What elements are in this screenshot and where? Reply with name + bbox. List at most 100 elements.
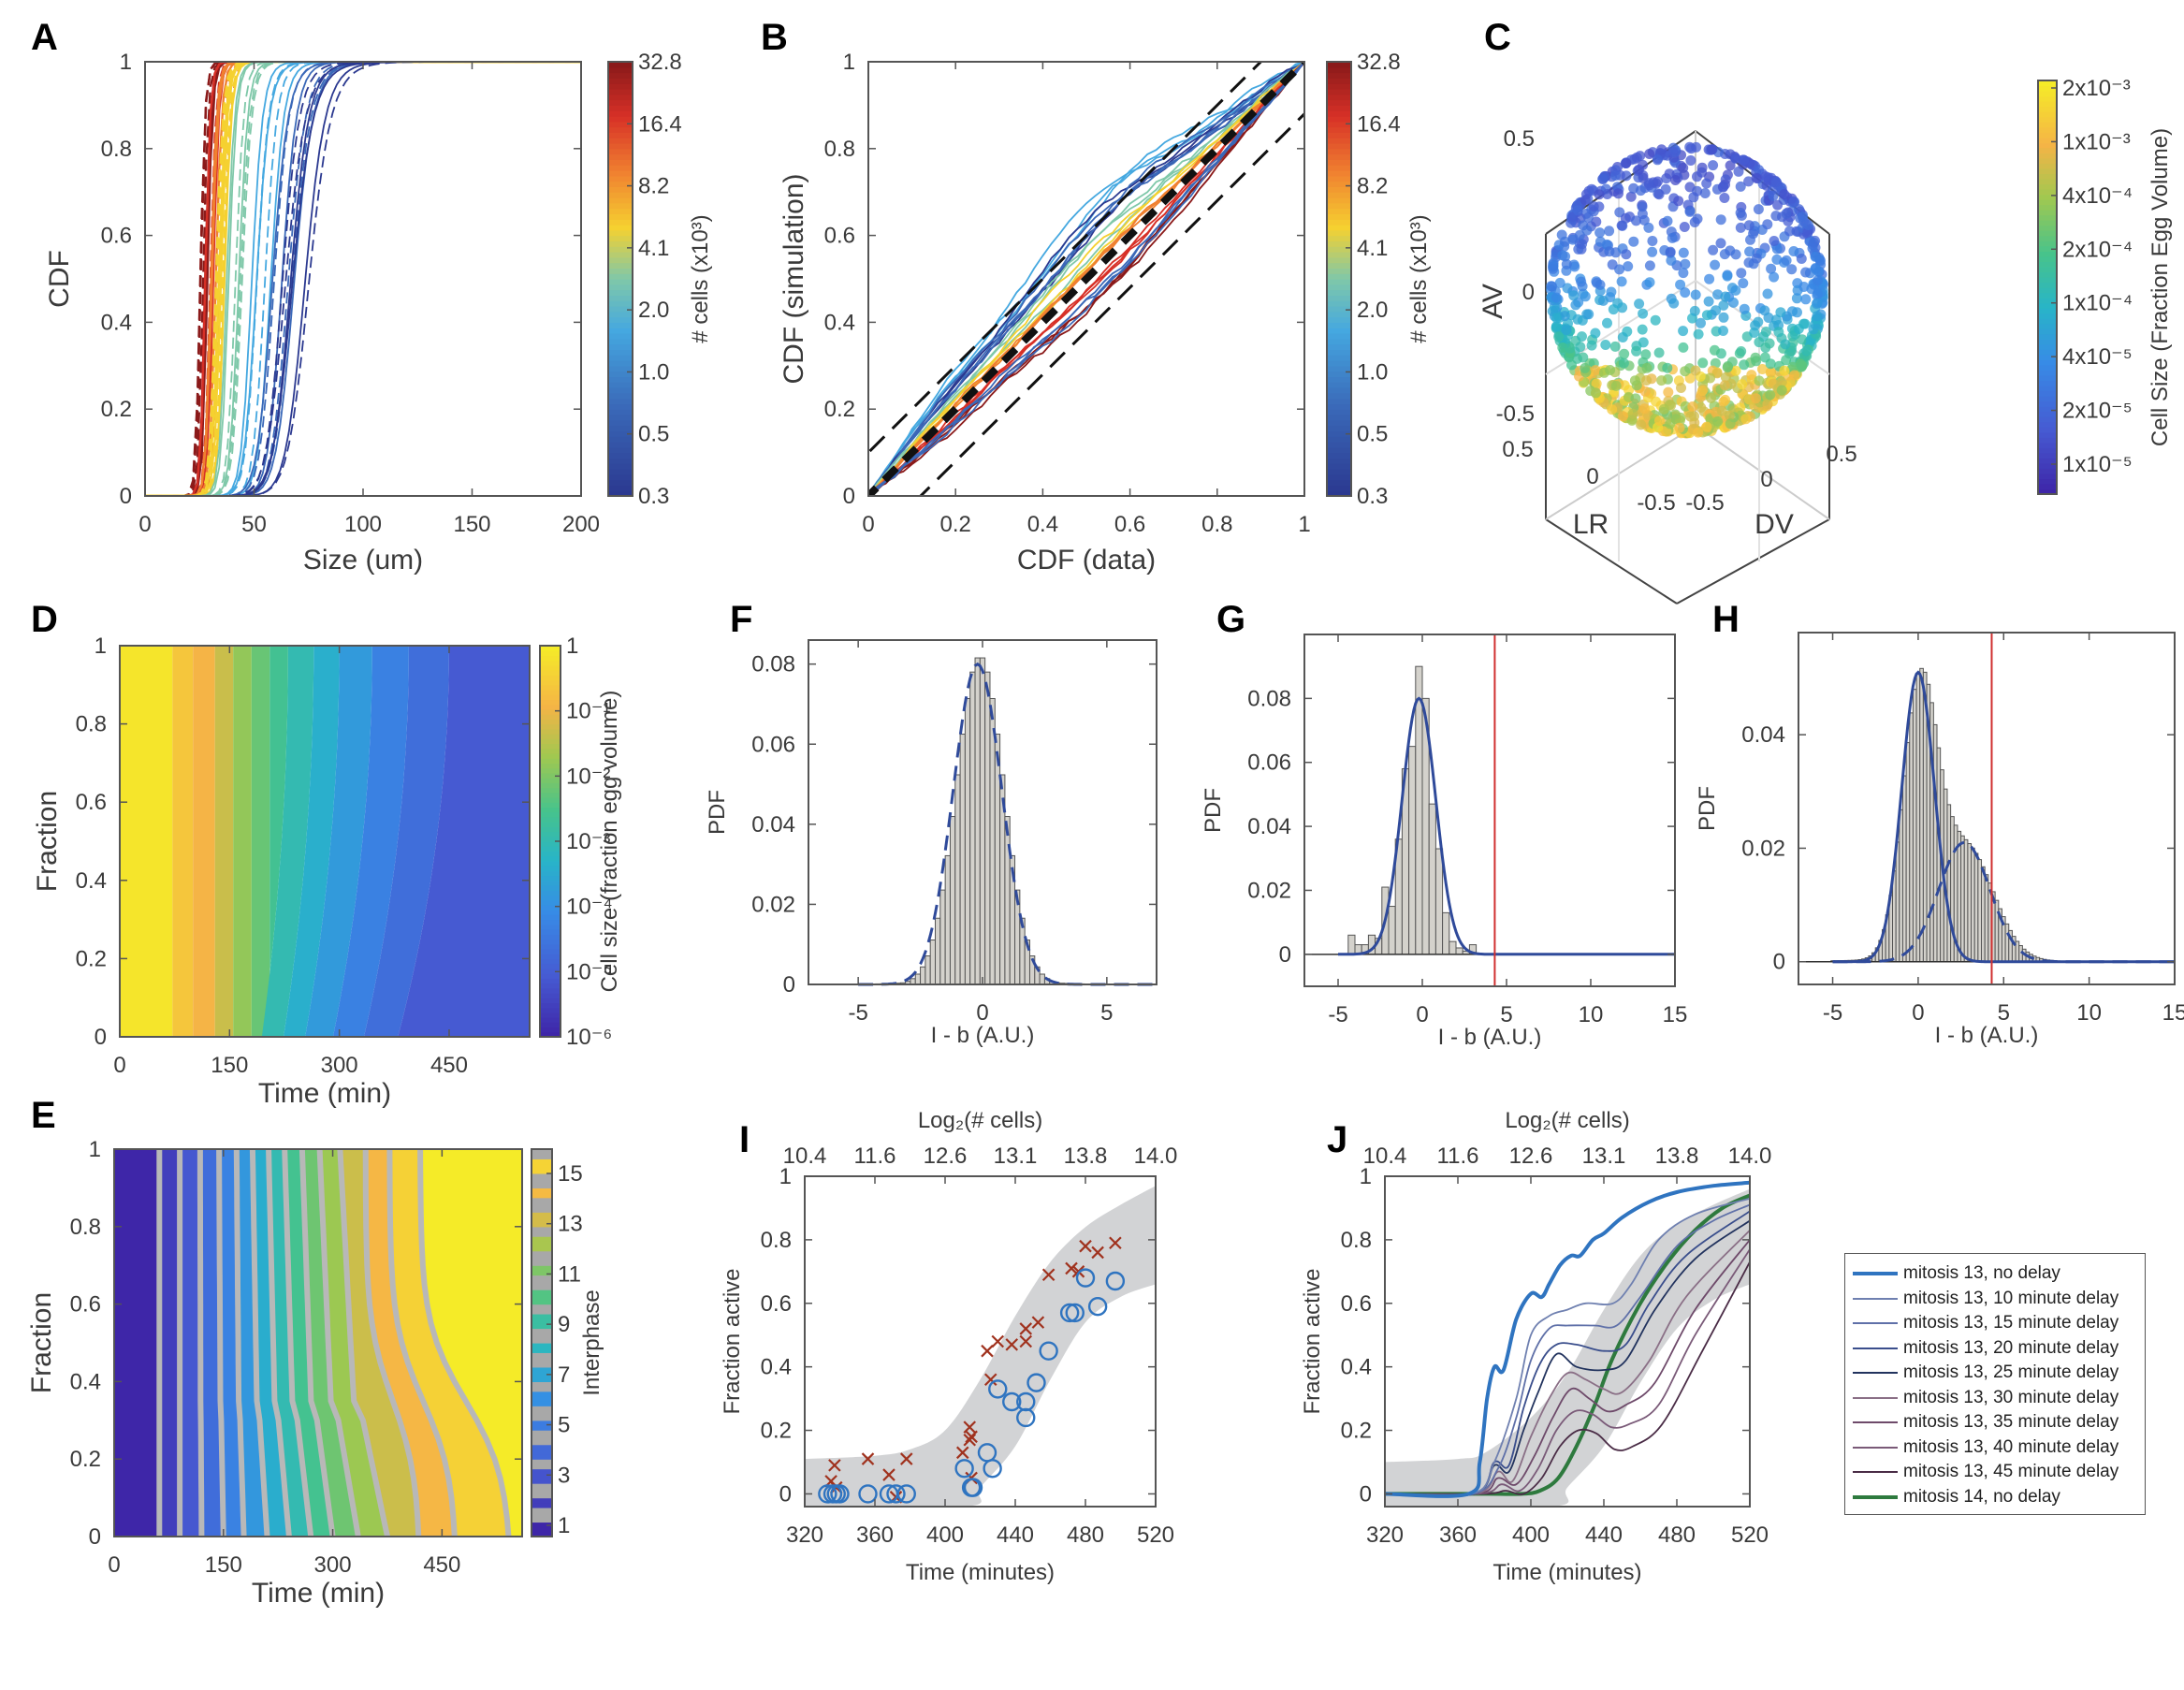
cell-point bbox=[1743, 176, 1754, 187]
colorbar-segment bbox=[608, 110, 633, 117]
colorbar-segment bbox=[540, 1002, 561, 1009]
colorbar-segment bbox=[2038, 406, 2057, 413]
colorbar-segment bbox=[608, 208, 633, 214]
colorbar-segment bbox=[540, 758, 561, 764]
colorbar-segment bbox=[608, 273, 633, 280]
grid-line bbox=[1545, 425, 1696, 520]
y-tick-label: 0.08 bbox=[1247, 686, 1291, 711]
colorbar-segment bbox=[540, 826, 561, 833]
y-axis-label: PDF bbox=[705, 790, 730, 835]
y-tick-label: 0.6 bbox=[761, 1291, 792, 1317]
x-axis-label: Size (um) bbox=[303, 545, 423, 575]
fit-curve bbox=[1832, 840, 2175, 964]
colorbar-segment bbox=[608, 62, 633, 68]
x-tick-label: 320 bbox=[786, 1522, 823, 1548]
colorbar-segment bbox=[540, 987, 561, 994]
cell-point bbox=[1725, 160, 1736, 171]
colorbar-segment bbox=[540, 743, 561, 750]
cell-point bbox=[1662, 362, 1673, 373]
y-tick-label: 1 bbox=[1360, 1164, 1372, 1189]
colorbar-segment bbox=[2038, 452, 2057, 459]
legend-item: mitosis 13, 10 minute delay bbox=[1853, 1287, 2118, 1311]
colorbar-segment bbox=[540, 807, 561, 813]
histogram-bar bbox=[1408, 746, 1417, 955]
colorbar-frame bbox=[607, 61, 633, 497]
colorbar-segment bbox=[540, 782, 561, 789]
colorbar-segment bbox=[531, 1318, 552, 1324]
colorbar-segment bbox=[2038, 349, 2057, 356]
y-tick-label: 0 bbox=[95, 1025, 107, 1050]
axes-H: -5 0 5 10 15 0 0.02 0.04 I - b (A.U.) PDF bbox=[1695, 632, 2184, 1048]
x-tick-label: 300 bbox=[314, 1552, 352, 1578]
histogram-bar bbox=[1899, 809, 1903, 963]
colorbar-segment bbox=[608, 170, 633, 177]
histogram-bar bbox=[2004, 923, 2010, 963]
cell-point bbox=[1786, 264, 1798, 275]
colorbar-label: # cells (x10³) bbox=[1406, 214, 1432, 342]
y-tick-label: 0.8 bbox=[76, 712, 107, 737]
cell-point bbox=[1787, 361, 1798, 372]
y-tick-label: 0 bbox=[1773, 950, 1785, 975]
cell-point bbox=[1719, 380, 1730, 391]
colorbar-segment bbox=[531, 1149, 552, 1155]
colorbar-frame bbox=[2037, 80, 2058, 495]
cell-point bbox=[1712, 289, 1724, 300]
colorbar-segment bbox=[540, 914, 561, 921]
reference-line-upper-bound bbox=[868, 62, 1263, 455]
colorbar-segment bbox=[1327, 490, 1351, 497]
colorbar-segment bbox=[531, 1279, 552, 1286]
colorbar-segment bbox=[540, 1031, 561, 1038]
colorbar-segment bbox=[2038, 462, 2057, 469]
mitosis-boundary bbox=[362, 1149, 422, 1537]
legend-label: mitosis 13, 25 minute delay bbox=[1903, 1362, 2119, 1382]
colorbar-tick-label: 1.0 bbox=[1357, 359, 1388, 385]
cell-point bbox=[1796, 254, 1807, 264]
cell-point bbox=[1547, 281, 1558, 292]
colorbar-segment bbox=[1327, 99, 1351, 106]
heatmap-band bbox=[172, 646, 194, 1037]
colorbar-segment bbox=[2038, 302, 2057, 309]
cell-point bbox=[1751, 172, 1762, 183]
histogram-bar bbox=[914, 973, 922, 985]
cell-point bbox=[1668, 298, 1680, 309]
colorbar-segment bbox=[1327, 463, 1351, 470]
cell-point bbox=[1665, 246, 1676, 257]
y-tick-label: 1 bbox=[843, 50, 855, 75]
cell-point bbox=[1693, 427, 1704, 438]
colorbar-segment bbox=[531, 1337, 552, 1344]
colorbar-segment bbox=[2038, 153, 2057, 159]
cell-point bbox=[1739, 359, 1750, 371]
circle-marker bbox=[983, 1459, 1002, 1479]
panel-label-j: J bbox=[1327, 1119, 1348, 1160]
colorbar-segment bbox=[531, 1221, 552, 1228]
colorbar-segment bbox=[2038, 298, 2057, 304]
y-tick-label: 0.2 bbox=[1341, 1419, 1372, 1444]
colorbar-segment bbox=[1327, 273, 1351, 280]
histogram-bar bbox=[969, 671, 976, 985]
cell-point bbox=[1591, 378, 1602, 389]
colorbar-segment bbox=[608, 415, 633, 421]
x-tick-label: -5 bbox=[1823, 1000, 1842, 1026]
x-axis-label: LR bbox=[1573, 509, 1609, 540]
colorbar-segment bbox=[531, 1323, 552, 1330]
colorbar-segment bbox=[608, 425, 633, 431]
panel-label-c: C bbox=[1484, 17, 1511, 58]
cell-point bbox=[1568, 290, 1580, 301]
colorbar-segment bbox=[531, 1410, 552, 1417]
colorbar-segment bbox=[531, 1212, 552, 1218]
colorbar-segment bbox=[531, 1415, 552, 1421]
colorbar-segment bbox=[608, 284, 633, 291]
x-tick-label: 0 bbox=[862, 512, 874, 537]
cell-point bbox=[1762, 399, 1773, 410]
cell-point bbox=[1706, 392, 1716, 403]
cell-point bbox=[1621, 249, 1632, 260]
colorbar-segment bbox=[540, 646, 561, 651]
cell-point bbox=[1636, 419, 1647, 430]
histogram-bar bbox=[1004, 816, 1011, 985]
colorbar-segment bbox=[531, 1168, 552, 1174]
colorbar-segment bbox=[608, 143, 633, 150]
x-axis-label: I - b (A.U.) bbox=[931, 1023, 1035, 1048]
axes-I: 320 360 400 440 480 520 0 0.2 0.4 0.6 0.8 1 Time (mi… bbox=[720, 1108, 1177, 1585]
cell-point bbox=[1650, 314, 1661, 326]
colorbar-tick-label: 2x10⁻³ bbox=[2062, 76, 2131, 101]
